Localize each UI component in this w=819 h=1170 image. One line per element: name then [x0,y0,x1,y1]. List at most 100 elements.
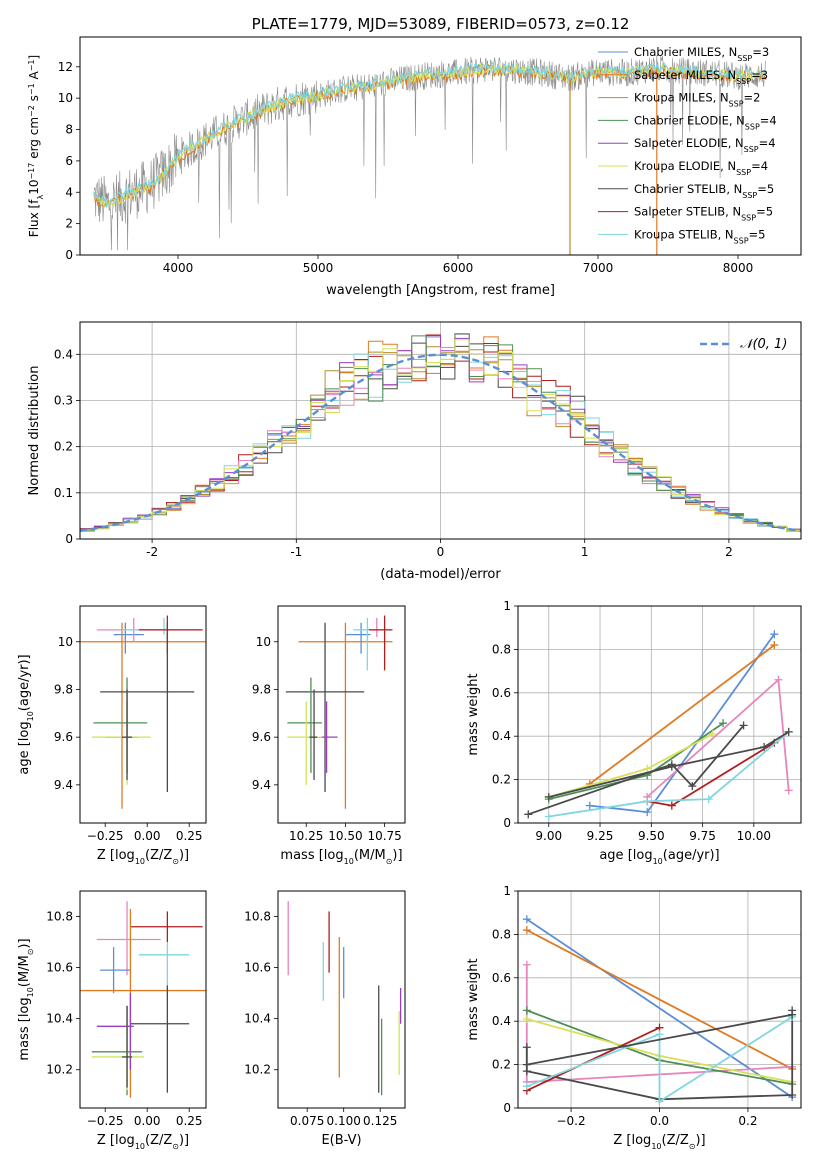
axes-frame [277,605,406,824]
label-part: −1 [27,83,36,95]
data-point-marker [770,641,779,650]
label-part: 10 [135,1142,145,1151]
data-point-marker [739,721,748,730]
data-point-marker [522,1060,531,1069]
y-tick-label: 9.8 [252,682,271,696]
axes-frame [79,890,207,1109]
label-part: Z [log [613,1133,651,1148]
label-part: (age/yr)] [663,848,720,863]
x-tick-label: 0.075 [290,1114,324,1128]
label-part: SSP [737,54,752,63]
label-part: SSP [742,190,757,199]
weight-vs-age-axes: 9.00 9.25 9.50 9.75 10.00 0 0.2 0.4 0.6 0.8 1 age [… [466,599,802,866]
data-point-marker [784,786,793,795]
y-tick-label: 2 [65,217,73,231]
label-part: −17 [27,163,36,180]
series-line [526,1013,793,1066]
x-tick-label: 8000 [723,261,754,275]
x-tick-label: 0.25 [176,829,203,843]
label-part: E(B-V) [321,1133,361,1148]
y-tick-label: 4 [65,185,73,199]
label-part: =5 [756,205,773,219]
label-part: SSP [736,168,751,177]
data-point-marker [719,719,728,728]
y-tick-label: 10 [58,91,73,105]
label-part: Salpeter ELODIE, N [634,136,744,150]
mass-vs-ebv-axes: 0.075 0.100 0.125 10.2 10.4 10.6 10.8 E(B-V) [244,890,406,1148]
label-part: ] [27,55,41,60]
label-part: 10 [26,987,35,997]
label-part: 10 [651,1142,661,1151]
x-axis-label: Z [log10(Z/Z⊙)] [97,848,189,866]
x-tick-label: 0.100 [327,1114,361,1128]
gaussian-curve [80,353,801,533]
data-point-marker [655,1097,664,1106]
y-tick-label: 0 [65,532,73,546]
y-tick-label: 10.2 [46,1063,73,1077]
histogram-step-line [80,333,801,531]
label-part: 10 [27,180,41,195]
x-axis-label: age [log10(age/yr)] [599,848,719,866]
axes-frame [517,605,802,824]
y-tick-label: 0.4 [492,1014,511,1028]
label-part: SSP [741,213,756,222]
label-part: ⊙ [386,857,393,866]
label-part: ⊙ [172,857,179,866]
x-tick-label: 0.125 [363,1114,397,1128]
label-part: ⊙ [689,1142,696,1151]
legend-label: Kroupa MILES, NSSP=2 [634,91,760,109]
legend-label: Chabrier STELIB, NSSP=5 [634,182,774,200]
data-point-marker [788,1090,797,1099]
y-tick-label: 0.2 [54,440,73,454]
data-point-marker [667,762,676,771]
x-axis-label: Z [log10(Z/Z⊙)] [613,1133,705,1151]
x-tick-label: 2 [725,545,733,559]
x-axis-label: mass [log10(M/M⊙)] [280,848,402,866]
axes-frame [79,605,207,824]
series-line [528,724,745,816]
series-line [526,918,793,1098]
plot-area [287,901,402,1096]
data-point-marker [688,782,697,791]
y-tick-label: 0.4 [54,347,73,361]
y-tick-label: 0.1 [54,486,73,500]
data-point-marker [544,792,553,801]
plot-area [80,615,206,809]
x-tick-label: 10.50 [328,829,362,843]
legend-label: 𝒩(0, 1) [740,337,787,352]
x-tick-label: −0.25 [87,829,124,843]
label-part: =3 [752,45,769,59]
y-tick-label: 0.2 [492,1058,511,1072]
y-tick-label: 0.3 [54,393,73,407]
label-part: 10 [135,857,145,866]
plot-area [518,891,801,1108]
x-tick-label: 0.00 [134,1114,161,1128]
label-part: )] [179,848,189,863]
y-tick-label: 1 [503,884,511,898]
label-part: erg cm [27,117,41,163]
y-tick-label: 12 [58,60,73,74]
y-tick-label: 10.2 [244,1063,271,1077]
data-point-marker [643,808,652,817]
data-point-marker [788,1010,797,1019]
data-point-marker [770,630,779,639]
plot-area [518,606,801,823]
x-tick-label: 0.0 [650,1114,669,1128]
data-point-marker [522,1043,531,1052]
x-tick-label: -1 [290,545,302,559]
label-part: Flux [f [27,199,41,237]
axes-frame [79,36,802,256]
legend-label: Chabrier MILES, NSSP=3 [634,45,769,63]
y-axis-label: mass [log10(M/M⊙)] [17,938,35,1060]
chart-title: PLATE=1779, MJD=53089, FIBERID=0573, z=0… [252,15,630,33]
y-tick-label: 10.6 [46,961,73,975]
y-tick-label: 6 [65,154,73,168]
label-part: Z [log [97,848,135,863]
data-point-marker [774,675,783,684]
plot-area [80,901,206,1098]
label-part: Z [log [97,1133,135,1148]
